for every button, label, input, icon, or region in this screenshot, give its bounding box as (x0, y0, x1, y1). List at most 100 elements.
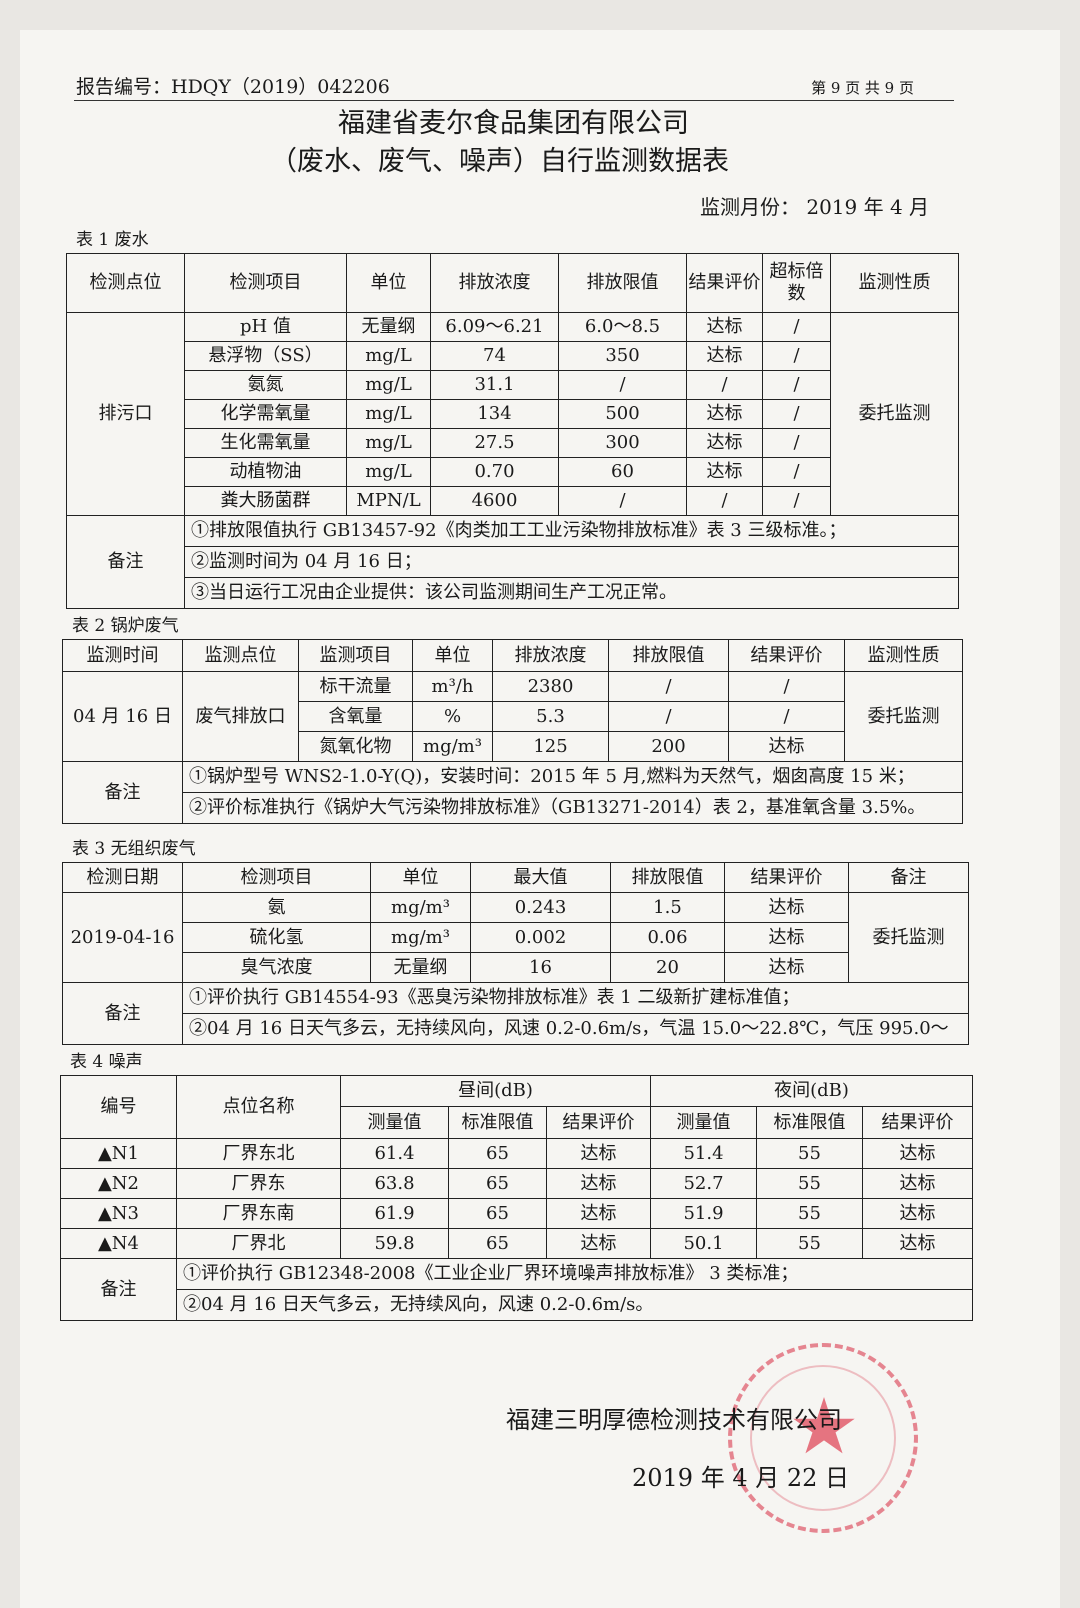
table-cell: 31.1 (430, 370, 559, 400)
report-number: 报告编号：HDQY（2019）042206 (76, 76, 390, 98)
table-cell: / (608, 671, 729, 702)
company-seal (728, 1343, 918, 1533)
table-cell: 51.4 (650, 1138, 757, 1169)
note-text: ②监测时间为 04 月 16 日； (184, 546, 959, 578)
table-cell: / (762, 457, 831, 487)
page-number: 第 9 页 共 9 页 (811, 79, 914, 97)
table-cell: 达标 (686, 457, 763, 487)
table-cell: / (728, 701, 845, 732)
table3-caption: 表 3 无组织废气 (72, 839, 196, 859)
column-header: 昼间(dB) (340, 1075, 651, 1107)
table-cell: 5.3 (492, 701, 609, 732)
column-header: 单位 (412, 639, 493, 672)
column-header: 检测日期 (62, 862, 183, 893)
table-cell: 达标 (862, 1168, 973, 1199)
monitoring-time: 04 月 16 日 (62, 671, 183, 762)
table-row: 粪大肠菌群 MPN/L 4600// / (67, 486, 959, 516)
column-header: 结果评价 (686, 253, 763, 313)
wastewater-table: 检测点位 检测项目 单位 排放浓度 排放限值 结果评价 超标倍数 监测性质 排污口 pH 值无量纲… (66, 253, 959, 609)
table-cell: 生化需氧量 (184, 428, 347, 458)
seal-inner-ring (750, 1365, 896, 1511)
table-cell: 达标 (546, 1168, 651, 1199)
table-cell: 达标 (862, 1138, 973, 1169)
table-cell: 500 (558, 399, 687, 429)
column-header: 结果评价 (728, 639, 845, 672)
table-cell: 6.09～6.21 (430, 312, 559, 342)
issue-date: 2019 年 4 月 22 日 (632, 1464, 850, 1492)
table-cell: 达标 (724, 922, 849, 953)
column-header: 排放浓度 (492, 639, 609, 672)
table-cell: ▲N2 (60, 1168, 177, 1199)
table-cell: MPN/L (346, 486, 431, 516)
table-cell: 达标 (862, 1198, 973, 1229)
table-cell: 厂界北 (176, 1228, 341, 1259)
monitoring-point: 排污口 (66, 312, 185, 516)
table-cell: 1.5 (610, 892, 725, 923)
column-header: 监测性质 (844, 639, 963, 672)
table-cell: 6.0～8.5 (558, 312, 687, 342)
table-row: 含氧量% 5.3// (63, 701, 963, 732)
column-header: 最大值 (470, 862, 611, 893)
column-header: 备注 (848, 862, 969, 893)
table-cell: 50.1 (650, 1228, 757, 1259)
table-cell: mg/L (346, 399, 431, 429)
notes-row: 备注 ①评价执行 GB14554-93《恶臭污染物排放标准》表 1 二级新扩建标准… (62, 982, 969, 1045)
column-header: 测量值 (650, 1106, 757, 1139)
table-cell: 0.243 (470, 892, 611, 923)
table-cell: 达标 (546, 1228, 651, 1259)
table-cell: 134 (430, 399, 559, 429)
table-cell: % (412, 701, 493, 732)
monitoring-nature: 委托监测 (830, 312, 959, 516)
table-row: 悬浮物（SS） mg/L 74 350 达标 / (67, 341, 959, 371)
table-cell: 粪大肠菌群 (184, 486, 347, 516)
table-cell: 65 (448, 1198, 547, 1229)
table-cell: 化学需氧量 (184, 399, 347, 429)
table-cell: 74 (430, 341, 559, 371)
column-header: 监测时间 (62, 639, 183, 672)
table-cell: / (686, 486, 763, 516)
notes-row: ③当日运行工况由企业提供：该公司监测期间生产工况正常。 (67, 577, 959, 609)
noise-table: 编号 点位名称 昼间(dB) 夜间(dB) 测量值 标准限值 结果评价 测量值 标准限值 结果评价… (60, 1075, 973, 1321)
table-row: 04 月 16 日废气排放口 标干流量 m³/h 2380// 委托监测 (62, 671, 963, 762)
table-row: 2019-04-16 氨 mg/m³ 0.243 1.5 达标 委托监测 (62, 892, 969, 983)
table-cell: 65 (448, 1168, 547, 1199)
table-cell: m³/h (412, 671, 493, 702)
table-cell: 4600 (430, 486, 559, 516)
table2-caption: 表 2 锅炉废气 (72, 616, 179, 636)
table-row: 氮氧化物 mg/m³ 125 200 达标 (63, 731, 963, 762)
header-row: 检测日期 检测项目 单位 最大值 排放限值 结果评价 备注 (62, 862, 969, 893)
table-row: 动植物油 mg/L 0.70 60 达标 / (67, 457, 959, 487)
column-header: 检测项目 (184, 253, 347, 313)
header-row: 监测时间 监测点位 监测项目 单位 排放浓度 排放限值 结果评价 监测性质 (62, 639, 963, 672)
column-header: 超标倍数 (762, 253, 831, 313)
column-header: 标准限值 (756, 1106, 863, 1139)
table-cell: 氮氧化物 (298, 731, 413, 762)
table-cell: 200 (608, 731, 729, 762)
table-cell: 达标 (862, 1228, 973, 1259)
table-cell: 27.5 (430, 428, 559, 458)
table-cell: 达标 (686, 341, 763, 371)
table-cell: 350 (558, 341, 687, 371)
column-header: 检测项目 (182, 862, 371, 893)
table-cell: 达标 (686, 399, 763, 429)
table-cell: / (686, 370, 763, 400)
table-cell: pH 值 (184, 312, 347, 342)
column-header: 夜间(dB) (650, 1075, 973, 1107)
header-row: 检测点位 检测项目 单位 排放浓度 排放限值 结果评价 超标倍数 监测性质 (66, 253, 959, 313)
column-header: 单位 (370, 862, 471, 893)
note-text: ②04 月 16 日天气多云，无持续风向，风速 0.2-0.6m/s，气温 15… (182, 1013, 969, 1045)
table-cell: 20 (610, 952, 725, 983)
notes-row: 备注 ①评价执行 GB12348-2008《工业企业厂界环境噪声排放标准》 3 类… (60, 1258, 973, 1321)
notes-row: 备注 ①排放限值执行 GB13457-92《肉类加工工业污染物排放标准》表 3 三… (66, 515, 959, 609)
table-cell: 65 (448, 1228, 547, 1259)
column-header: 结果评价 (862, 1106, 973, 1139)
table-cell: 52.7 (650, 1168, 757, 1199)
monitoring-point: 废气排放口 (182, 671, 299, 762)
column-header: 结果评价 (724, 862, 849, 893)
table-cell: 达标 (724, 952, 849, 983)
table-cell: 60 (558, 457, 687, 487)
table-cell: / (762, 486, 831, 516)
table-cell: 55 (756, 1198, 863, 1229)
table-cell: 61.9 (340, 1198, 449, 1229)
table-cell: / (762, 312, 831, 342)
